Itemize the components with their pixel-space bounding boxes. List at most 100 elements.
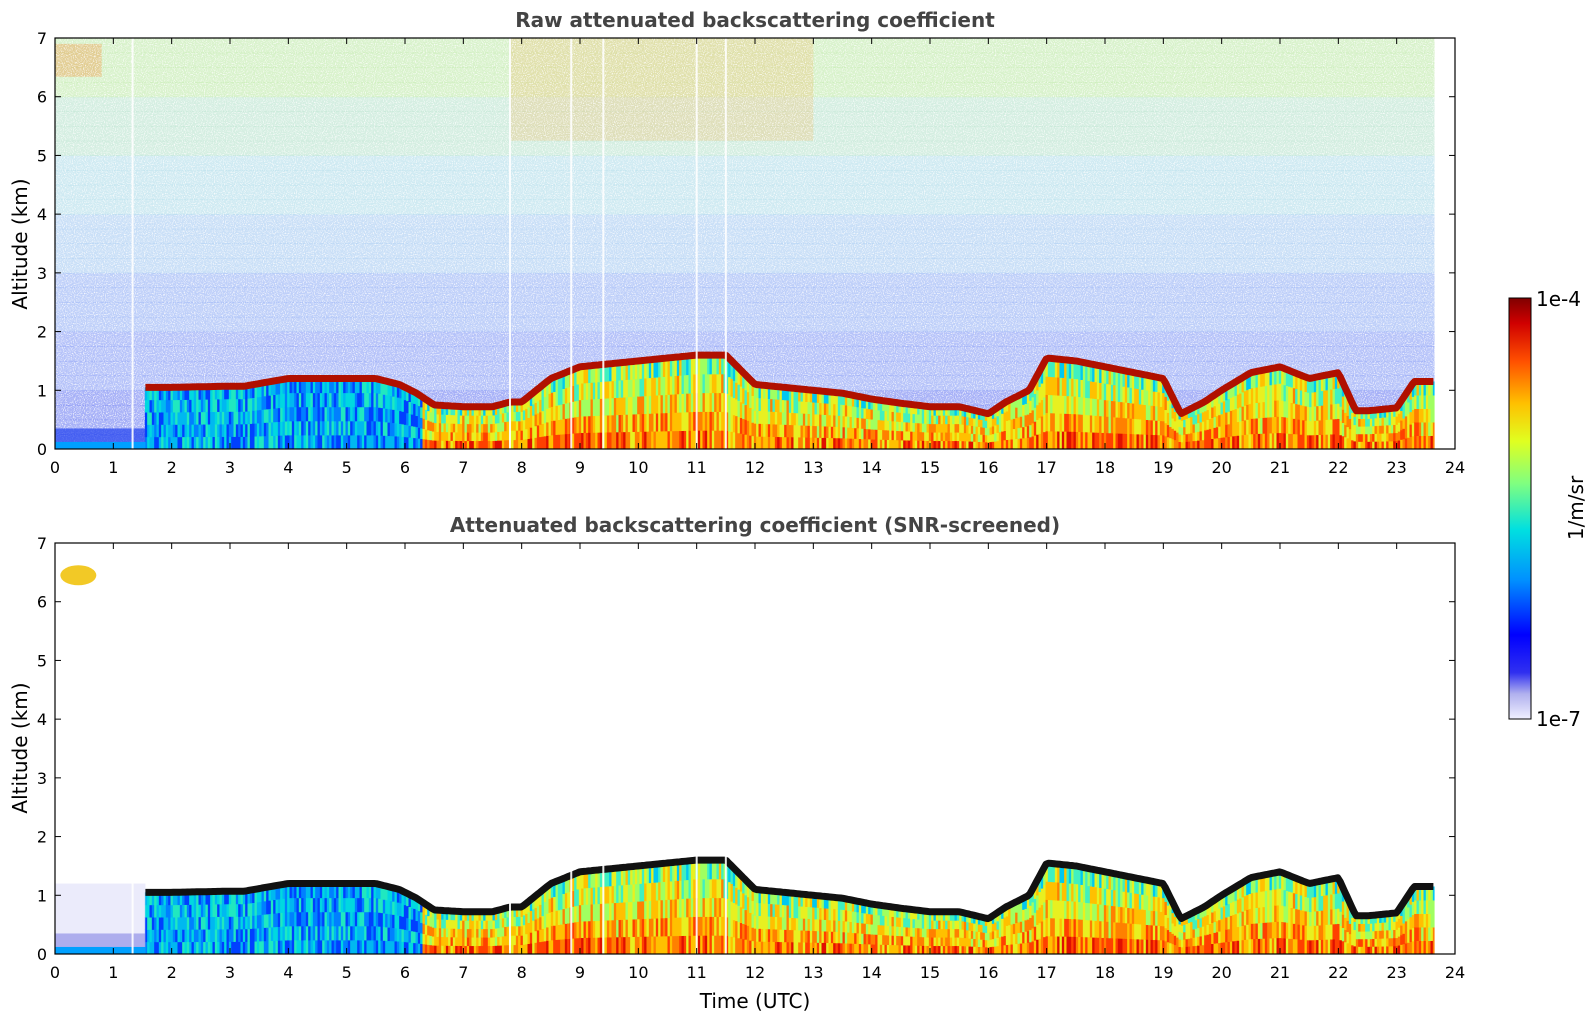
bl-column-cell <box>861 407 865 419</box>
bl-column-cell <box>175 916 179 930</box>
bl-column-cell <box>331 939 335 954</box>
bl-column-cell <box>821 437 825 449</box>
bl-column-cell <box>651 918 655 937</box>
bl-column-cell <box>291 420 295 436</box>
bl-column-cell <box>765 410 769 425</box>
bl-column-cell <box>466 937 470 947</box>
bl-column-cell <box>686 898 690 918</box>
bl-column-cell <box>613 431 617 449</box>
bl-column-cell <box>984 946 988 954</box>
bl-column-cell <box>553 391 557 407</box>
bl-column-cell <box>214 891 218 905</box>
bl-column-cell <box>196 941 200 954</box>
bl-column-cell <box>522 439 526 449</box>
bl-column-cell <box>469 440 473 449</box>
bl-column-cell <box>1414 435 1418 449</box>
bl-column-cell <box>1411 409 1415 424</box>
bl-column-cell <box>371 378 375 394</box>
bl-column-cell <box>912 936 916 946</box>
bl-column-cell <box>480 920 484 930</box>
bl-column-cell <box>361 434 365 449</box>
bl-column-cell <box>648 413 652 432</box>
bl-column-cell <box>914 936 918 946</box>
bl-column-cell <box>1164 396 1168 411</box>
bl-column-cell <box>466 945 470 954</box>
bl-column-cell <box>917 919 921 929</box>
bl-column-cell <box>473 945 477 954</box>
bl-column-cell <box>434 422 438 432</box>
bl-column-cell <box>875 934 879 945</box>
bl-column-cell <box>298 434 302 449</box>
bl-column-cell <box>303 897 307 913</box>
bl-column-cell <box>907 440 911 449</box>
bl-column-cell <box>317 925 321 941</box>
bl-column-cell <box>1106 416 1110 434</box>
bl-column-cell <box>273 940 277 954</box>
bl-column-cell <box>597 886 601 905</box>
bl-column-cell <box>1213 416 1217 428</box>
bl-column-cell <box>562 923 566 940</box>
bl-column-cell <box>424 904 428 915</box>
bl-column-cell <box>868 933 872 945</box>
bl-column-cell <box>844 393 848 406</box>
bl-column-cell <box>786 941 790 954</box>
bl-column-cell <box>732 380 736 399</box>
bl-column-cell <box>1003 944 1007 954</box>
bl-column-cell <box>1262 385 1266 403</box>
bl-column-cell <box>1138 433 1142 449</box>
bl-column-cell <box>760 902 764 917</box>
bl-column-cell <box>968 914 972 923</box>
bl-column-cell <box>1213 438 1217 449</box>
bl-column-cell <box>634 396 638 415</box>
bl-column-cell <box>1022 426 1026 439</box>
bl-column-cell <box>1267 369 1271 386</box>
bl-column-cell <box>889 401 893 412</box>
bl-column-cell <box>1369 418 1373 427</box>
bl-column-cell <box>280 940 284 954</box>
bl-column-cell <box>340 434 344 449</box>
bl-column-cell <box>1096 920 1100 938</box>
bl-column-cell <box>856 943 860 954</box>
bl-column-cell <box>406 388 410 402</box>
bl-column-cell <box>1131 372 1135 389</box>
bl-column-cell <box>1110 432 1114 449</box>
bl-column-cell <box>539 891 543 905</box>
bl-column-cell <box>457 423 461 433</box>
bl-column-cell <box>574 937 578 954</box>
bl-column-cell <box>604 920 608 938</box>
bl-column-cell <box>646 900 650 919</box>
bl-column-cell <box>1078 396 1082 415</box>
bl-column-cell <box>224 398 228 412</box>
bl-column-cell <box>494 945 498 954</box>
bl-column-cell <box>1281 400 1285 417</box>
bl-column-cell <box>753 941 757 954</box>
bl-column-cell <box>784 387 788 401</box>
bl-column-cell <box>968 938 972 947</box>
bl-column-cell <box>704 373 708 394</box>
bl-column-cell <box>494 440 498 449</box>
bl-column-cell <box>879 429 883 440</box>
bl-column-cell <box>308 911 312 927</box>
bl-column-cell <box>450 423 454 433</box>
bl-column-cell <box>282 912 286 927</box>
bl-column-cell <box>919 945 923 954</box>
bl-column-cell <box>665 412 669 432</box>
bl-column-cell <box>382 380 386 395</box>
bl-column-cell <box>739 922 743 939</box>
bl-column-cell <box>1306 420 1310 436</box>
bl-column-cell <box>1201 430 1205 441</box>
bl-column-cell <box>224 941 228 954</box>
bl-column-cell <box>1337 403 1341 419</box>
bl-column-cell <box>501 421 505 432</box>
bl-column-cell <box>394 409 398 424</box>
bl-column-cell <box>1064 431 1068 449</box>
bl-column-cell <box>224 436 228 449</box>
bl-column-cell <box>207 436 211 449</box>
bl-column-cell <box>1001 404 1005 414</box>
bl-column-cell <box>1194 431 1198 441</box>
bl-column-cell <box>144 412 148 425</box>
bl-column-cell <box>984 420 988 429</box>
bl-column-cell <box>483 406 487 416</box>
bl-column-cell <box>861 417 865 429</box>
bl-column-cell <box>921 910 925 921</box>
